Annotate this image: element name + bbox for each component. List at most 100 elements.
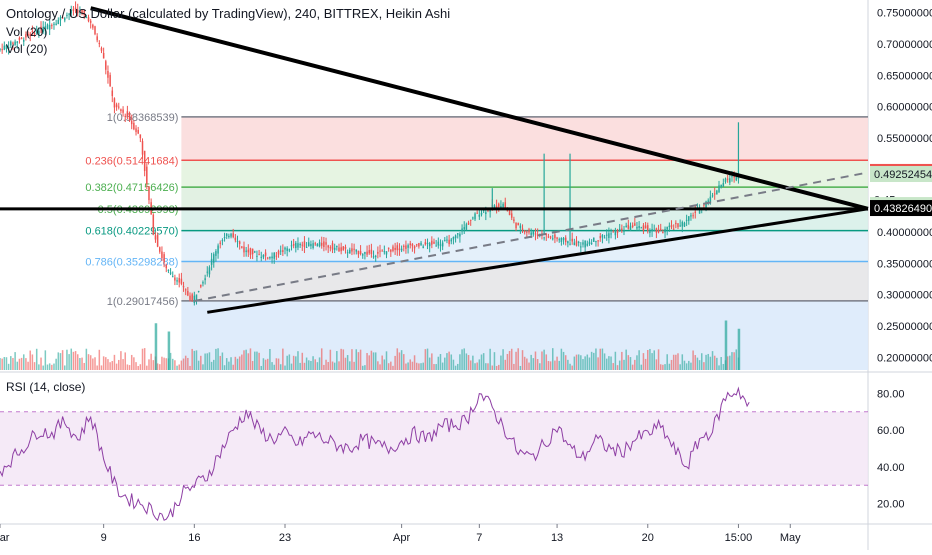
candle-body xyxy=(657,229,660,233)
candle-body xyxy=(251,248,254,255)
volume-bar xyxy=(64,365,66,370)
candle-body xyxy=(57,19,60,25)
candle-body xyxy=(38,31,40,36)
candle-body xyxy=(580,246,582,248)
candle-body xyxy=(690,215,692,217)
candle-body xyxy=(400,248,403,251)
volume-bar xyxy=(677,353,679,370)
volume-bar xyxy=(346,355,349,370)
candle-body xyxy=(456,233,459,235)
symbol-title: Ontology / US Dollar (calculated by Trad… xyxy=(6,6,451,21)
candle-body xyxy=(523,230,526,233)
rsi-indicator-label[interactable]: RSI (14, close) xyxy=(6,380,86,394)
volume-bar xyxy=(329,349,332,370)
volume-bar xyxy=(711,351,714,370)
fib-level-label: 0.618(0.40229570) xyxy=(85,226,178,238)
volume-bar xyxy=(1,358,3,370)
candle-body xyxy=(346,252,349,254)
candle-body xyxy=(517,223,519,226)
candle-body xyxy=(14,41,16,45)
volume-bar xyxy=(567,359,569,370)
volume-bar xyxy=(178,364,180,370)
volume-bar xyxy=(387,363,390,370)
volume-bar xyxy=(221,352,224,370)
volume-bar xyxy=(16,361,19,370)
fib-level-label: 1(0.29017456) xyxy=(107,296,179,308)
candle-body xyxy=(444,240,446,242)
volume-bar xyxy=(238,356,241,370)
fib-level-label: 0.786(0.35298288) xyxy=(85,257,178,269)
volume-bar xyxy=(571,365,573,370)
volume-bar xyxy=(74,351,77,370)
candle-body xyxy=(29,33,31,37)
volume-bar xyxy=(569,363,571,370)
volume-bar xyxy=(539,363,541,370)
volume-bar xyxy=(303,362,306,370)
volume-bar xyxy=(420,363,422,370)
volume-bar xyxy=(636,355,638,370)
candle-body xyxy=(554,234,556,239)
volume-bar xyxy=(456,363,459,370)
volume-bar xyxy=(323,364,325,370)
candle-body xyxy=(608,233,610,239)
volume-bar xyxy=(271,362,273,370)
candle-body xyxy=(515,222,517,229)
candle-body xyxy=(221,240,224,242)
volume-bar xyxy=(277,358,280,370)
candle-body xyxy=(122,109,124,113)
candle-body xyxy=(435,245,437,247)
volume-bar xyxy=(506,353,509,370)
candle-body xyxy=(463,227,465,230)
candle-body xyxy=(61,17,64,19)
candle-body xyxy=(124,115,126,117)
axes: 0.75000000 0.70000000 0.65000000 0.60000000… xyxy=(0,8,932,544)
candle-body xyxy=(672,228,675,230)
candle-body xyxy=(303,241,306,247)
volume-bar xyxy=(118,359,120,370)
candle-body xyxy=(310,243,312,247)
candle-body xyxy=(105,61,107,70)
volume-bar xyxy=(215,348,217,370)
volume-bar xyxy=(79,358,81,370)
volume-bar xyxy=(638,350,640,370)
candle-body xyxy=(703,204,705,206)
volume-bar xyxy=(726,356,729,370)
fib-zone xyxy=(181,261,868,301)
volume-indicator-label[interactable]: Vol (20) xyxy=(6,25,48,39)
candle-body xyxy=(575,240,578,246)
candle-body xyxy=(564,237,567,243)
volume-bar xyxy=(640,364,643,370)
volume-bar xyxy=(426,348,429,370)
price-label-text: 0.49252454 xyxy=(874,169,932,181)
candle-body xyxy=(504,202,507,208)
volume-bar xyxy=(143,348,146,370)
volume-bar xyxy=(558,360,560,370)
time-tick-label: 9 xyxy=(101,532,107,544)
candle-body xyxy=(383,251,386,253)
candle-body xyxy=(605,234,608,236)
volume-bar xyxy=(536,359,539,370)
candle-body xyxy=(154,235,157,240)
candle-body xyxy=(571,238,573,242)
volume-bar xyxy=(359,349,362,370)
candle-body xyxy=(361,254,364,256)
time-tick-label: 13 xyxy=(551,532,563,544)
rsi-tick-label: 20.00 xyxy=(877,499,905,511)
volume-indicator-label-2[interactable]: Vol (20) xyxy=(6,42,48,56)
volume-bar xyxy=(55,358,57,370)
candle-body xyxy=(277,250,280,255)
volume-bar xyxy=(174,360,176,370)
candle-body xyxy=(232,233,234,238)
candle-body xyxy=(72,9,75,12)
candle-body xyxy=(694,211,697,213)
candle-body xyxy=(126,111,129,117)
candle-body xyxy=(115,104,118,108)
volume-bar xyxy=(424,349,427,370)
candle-body xyxy=(536,234,539,236)
candle-body xyxy=(109,75,111,87)
candle-body xyxy=(735,176,738,181)
candle-body xyxy=(424,242,427,245)
candle-body xyxy=(83,10,85,15)
